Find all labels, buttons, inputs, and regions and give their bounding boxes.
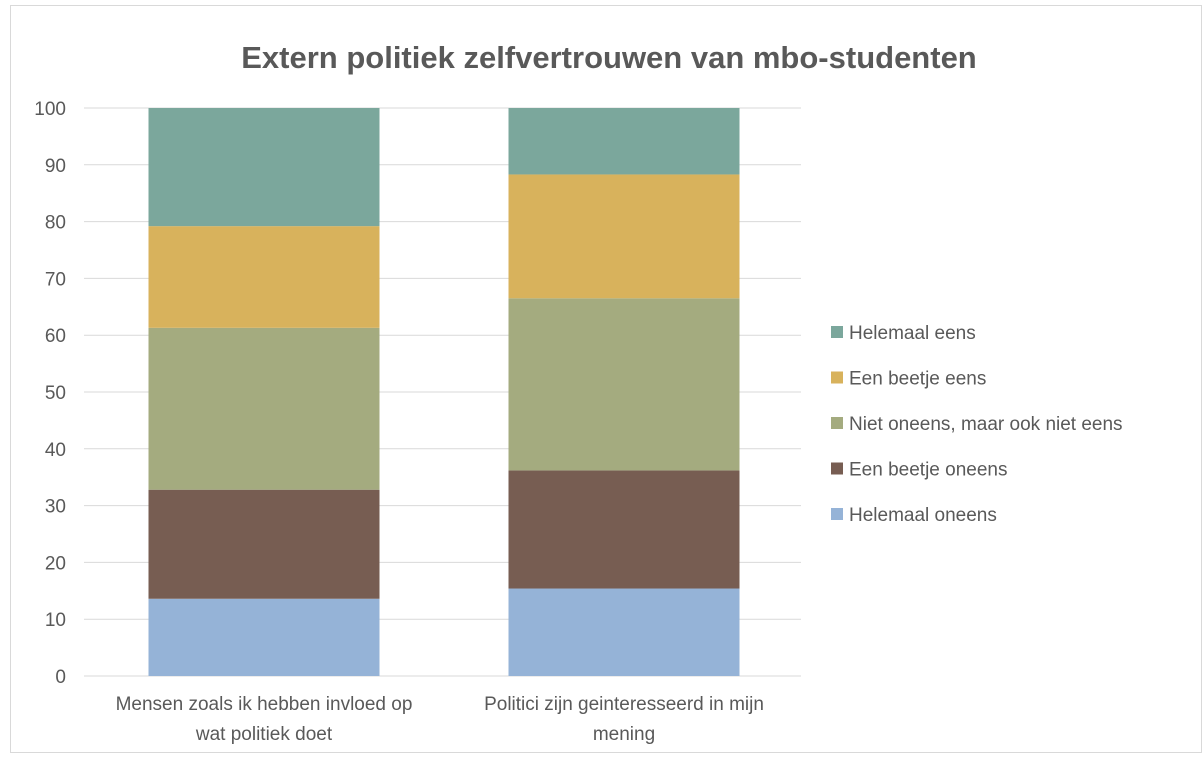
bar-segment	[508, 298, 740, 471]
y-tick-label: 70	[45, 269, 66, 290]
y-tick-label: 100	[34, 99, 66, 120]
y-tick-label: 20	[45, 553, 66, 574]
bar-segment	[148, 598, 380, 676]
bar-segment	[508, 470, 740, 589]
bar-segment	[148, 226, 380, 328]
x-category-label: Mensen zoals ik hebben invloed op	[116, 694, 413, 715]
legend-label: Een beetje eens	[849, 369, 986, 390]
bar-segment	[508, 174, 740, 299]
y-tick-label: 30	[45, 497, 66, 518]
x-category-label: wat politiek doet	[195, 724, 333, 745]
y-tick-label: 60	[45, 326, 66, 347]
legend-swatch	[831, 326, 843, 338]
bar-segment	[508, 588, 740, 676]
x-category-label: mening	[593, 724, 655, 745]
chart-title: Extern politiek zelfvertrouwen van mbo-s…	[241, 40, 977, 75]
bar-segment	[148, 108, 380, 227]
legend: Helemaal eens Een beetje eens Niet oneens,…	[831, 323, 1123, 526]
y-axis-ticks: 0 10 20 30 40 50 60 70 80 90 100	[34, 99, 66, 688]
x-axis-categories: Mensen zoals ik hebben invloed op wat pol…	[116, 694, 764, 745]
x-category-label: Politici zijn geinteresseerd in mijn	[484, 694, 764, 715]
y-tick-label: 10	[45, 610, 66, 631]
y-tick-label: 50	[45, 383, 66, 404]
y-tick-label: 0	[55, 667, 66, 688]
stacked-bar-chart: Extern politiek zelfvertrouwen van mbo-s…	[34, 40, 1123, 745]
legend-swatch	[831, 417, 843, 429]
legend-swatch	[831, 508, 843, 520]
bar-segment	[148, 327, 380, 490]
y-tick-label: 40	[45, 440, 66, 461]
bars	[148, 108, 740, 676]
legend-swatch	[831, 462, 843, 475]
chart-frame: Extern politiek zelfvertrouwen van mbo-s…	[10, 5, 1202, 753]
y-tick-label: 90	[45, 156, 66, 177]
bar-segment	[508, 108, 740, 175]
bar-segment	[148, 489, 380, 599]
legend-label: Helemaal eens	[849, 323, 976, 344]
legend-label: Niet oneens, maar ook niet eens	[849, 414, 1123, 435]
y-tick-label: 80	[45, 213, 66, 234]
legend-swatch	[831, 371, 843, 384]
legend-label: Een beetje oneens	[849, 460, 1007, 481]
legend-label: Helemaal oneens	[849, 505, 997, 526]
